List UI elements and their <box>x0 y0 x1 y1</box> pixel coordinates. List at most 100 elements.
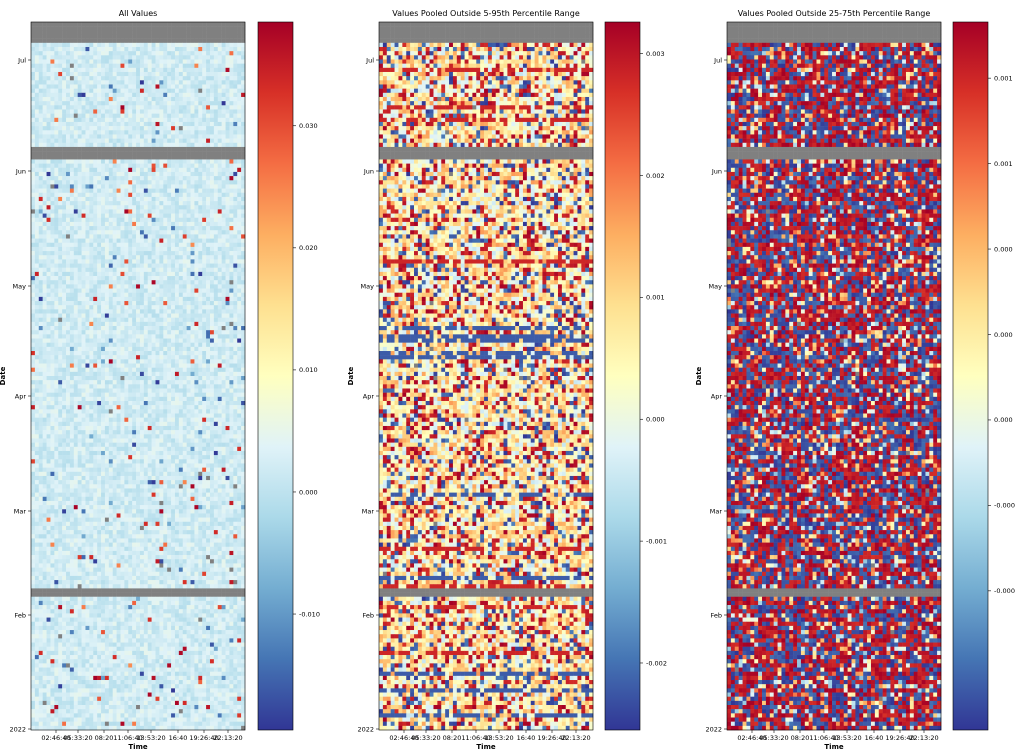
heatmap-cell <box>54 42 59 48</box>
heatmap-cell <box>69 180 75 185</box>
heatmap-cell <box>104 363 110 368</box>
heatmap-cell <box>58 234 63 239</box>
heatmap-cell <box>213 180 219 185</box>
heatmap-cell <box>171 351 176 356</box>
heatmap-cell <box>89 221 94 227</box>
heatmap-cell <box>73 51 78 56</box>
heatmap-cell <box>31 371 36 377</box>
heatmap-cell <box>213 109 219 114</box>
heatmap-cell <box>229 30 234 35</box>
heatmap-cell <box>128 367 133 373</box>
heatmap-cell <box>217 146 222 152</box>
heatmap-cell <box>186 121 191 127</box>
heatmap-cell <box>209 246 215 252</box>
heatmap-cell <box>174 288 180 293</box>
heatmap-cell <box>101 351 106 356</box>
heatmap-cell <box>139 88 145 94</box>
heatmap-cell <box>81 292 86 298</box>
heatmap-cell <box>225 155 230 160</box>
heatmap-cell <box>132 38 137 44</box>
heatmap-cell <box>77 76 82 81</box>
heatmap-cell <box>124 351 129 356</box>
heatmap-cell <box>112 88 117 94</box>
heatmap-cell <box>202 342 207 348</box>
heatmap-cell <box>202 34 207 39</box>
heatmap-cell <box>93 134 98 139</box>
heatmap-cell <box>46 142 51 148</box>
heatmap-cell <box>155 71 160 77</box>
heatmap-cell <box>143 59 148 64</box>
heatmap-cell <box>139 105 145 110</box>
heatmap-cell <box>213 226 219 231</box>
heatmap-cell <box>182 105 187 110</box>
heatmap-cell <box>62 242 67 248</box>
heatmap-cell <box>143 246 148 252</box>
heatmap-cell <box>194 80 199 85</box>
heatmap-cell <box>128 55 133 60</box>
heatmap-cell <box>120 117 125 123</box>
heatmap-cell <box>66 117 71 123</box>
heatmap-cell <box>233 238 238 243</box>
heatmap-cell <box>73 380 78 385</box>
heatmap-cell <box>58 296 63 302</box>
heatmap-cell <box>202 105 207 110</box>
heatmap-cell <box>151 80 156 85</box>
heatmap-cell <box>217 242 222 248</box>
heatmap-cell <box>143 205 148 210</box>
heatmap-cell <box>31 292 36 298</box>
heatmap-cell <box>31 192 36 198</box>
heatmap-cell <box>194 117 199 123</box>
heatmap-cell <box>93 246 98 252</box>
heatmap-cell <box>174 234 180 239</box>
heatmap-cell <box>151 280 156 285</box>
heatmap-cell <box>171 276 176 281</box>
heatmap-cell <box>128 359 133 364</box>
heatmap-cell <box>221 196 226 202</box>
heatmap-cell <box>38 317 43 323</box>
heatmap-cell <box>194 355 199 360</box>
heatmap-cell <box>89 71 94 77</box>
heatmap-cell <box>178 55 183 60</box>
heatmap-cell <box>97 88 102 94</box>
heatmap-cell <box>81 321 86 327</box>
heatmap-cell <box>151 176 156 181</box>
heatmap-cell <box>31 376 36 381</box>
heatmap-cell <box>136 138 141 144</box>
heatmap-cell <box>209 330 215 335</box>
heatmap-cell <box>213 105 219 110</box>
heatmap-cell <box>38 263 43 268</box>
heatmap-cell <box>116 130 121 135</box>
heatmap-cell <box>42 380 47 385</box>
heatmap-cell <box>50 301 55 306</box>
heatmap-cell <box>42 201 47 206</box>
heatmap-cell <box>221 271 226 277</box>
heatmap-cell <box>198 71 203 77</box>
heatmap-cell <box>132 209 137 214</box>
heatmap-cell <box>190 238 195 243</box>
heatmap-cell <box>151 46 156 52</box>
heatmap-cell <box>108 392 113 398</box>
heatmap-cell <box>73 288 78 293</box>
heatmap-cell <box>159 251 164 256</box>
heatmap-cell <box>237 201 242 206</box>
heatmap-cell <box>217 221 222 227</box>
heatmap-cell <box>69 109 75 114</box>
heatmap-cell <box>225 221 230 227</box>
heatmap-cell <box>42 363 47 368</box>
heatmap-cell <box>178 46 183 52</box>
heatmap-cell <box>139 376 145 381</box>
heatmap-cell <box>171 330 176 335</box>
heatmap-cell <box>132 59 137 64</box>
heatmap-cell <box>198 67 203 73</box>
heatmap-cell <box>112 255 117 260</box>
heatmap-cell <box>143 226 148 231</box>
heatmap-cell <box>139 380 145 385</box>
heatmap-cell <box>73 171 78 177</box>
heatmap-cell <box>190 171 195 177</box>
heatmap-cell <box>66 134 71 139</box>
heatmap-cell <box>194 76 199 81</box>
heatmap-cell <box>73 259 78 264</box>
heatmap-cell <box>213 138 219 144</box>
heatmap-cell <box>136 159 141 164</box>
heatmap-cell <box>202 192 207 198</box>
